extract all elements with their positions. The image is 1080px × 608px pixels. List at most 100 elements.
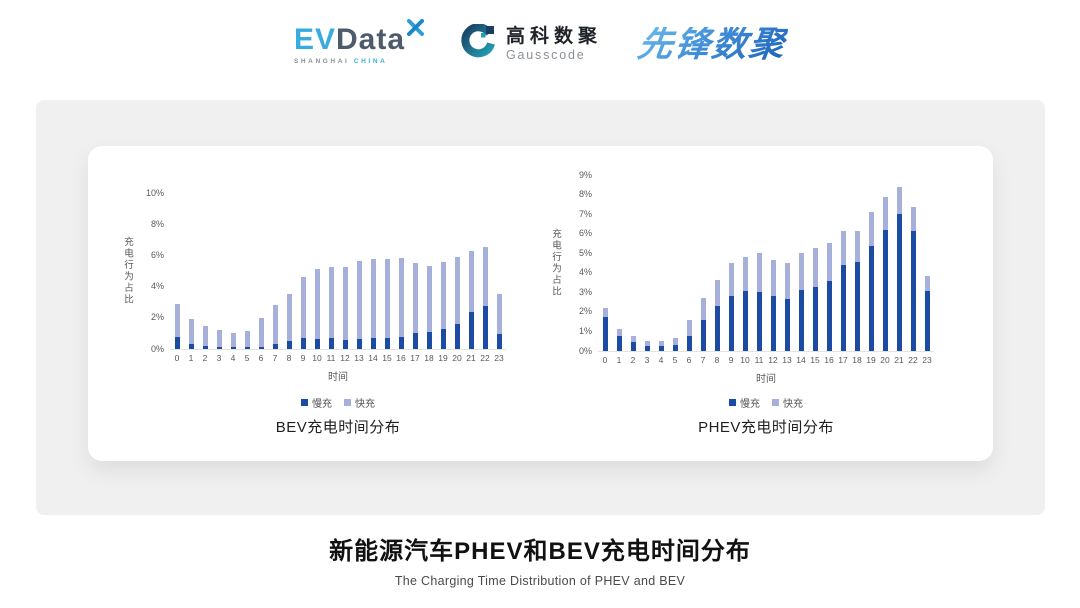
bar-segment-slow <box>686 336 692 351</box>
bar-segment-slow <box>356 338 362 349</box>
bar-slot <box>864 175 878 351</box>
stacked-bar <box>384 258 390 349</box>
bar-segment-slow <box>482 306 488 349</box>
bar-segment-fast <box>616 328 622 337</box>
stacked-bar <box>216 330 222 349</box>
bar-slot <box>710 175 724 351</box>
bar-segment-slow <box>924 291 930 351</box>
x-tick-label: 14 <box>796 355 806 365</box>
bar-segment-fast <box>882 196 888 230</box>
y-tick-label: 8% <box>578 189 592 200</box>
x-tick-label: 9 <box>728 355 734 365</box>
x-tick-label: 8 <box>286 353 292 363</box>
legend-label: 慢充 <box>312 399 332 410</box>
bar-slot <box>366 193 380 349</box>
bar-slot <box>324 193 338 349</box>
bar-segment-fast <box>924 275 930 292</box>
bar-segment-fast <box>300 277 306 339</box>
bar-segment-slow <box>644 346 650 351</box>
bar-segment-slow <box>426 331 432 349</box>
bar-slot <box>184 193 198 349</box>
bar-segment-fast <box>202 325 208 346</box>
bar-segment-slow <box>258 346 264 349</box>
bar-segment-slow <box>770 296 776 351</box>
evdata-shanghai-text: SHANGHAI <box>293 57 350 65</box>
bar-segment-fast <box>412 263 418 334</box>
legend-swatch-icon <box>301 399 308 406</box>
x-tick-label: 2 <box>630 355 636 365</box>
bar-slot <box>626 175 640 351</box>
bar-segment-slow <box>412 333 418 349</box>
stacked-bar <box>328 267 334 349</box>
x-tick-label: 12 <box>768 355 778 365</box>
evdata-data-text: Data <box>335 22 406 56</box>
y-tick-label: 4% <box>578 267 592 278</box>
y-axis-title: 充电行为占比 <box>122 236 133 306</box>
y-axis-title: 充电行为占比 <box>550 228 561 298</box>
x-tick-label: 19 <box>866 355 876 365</box>
x-tick-label: 14 <box>368 353 378 363</box>
bar-segment-fast <box>896 186 902 215</box>
bar-segment-slow <box>826 280 832 351</box>
y-tick-label: 6% <box>578 228 592 239</box>
bar-slot <box>612 175 626 351</box>
x-tick-label: 12 <box>340 353 350 363</box>
bar-slot <box>478 193 492 349</box>
stacked-bar <box>924 275 930 351</box>
bar-segment-slow <box>896 214 902 351</box>
stacked-bar <box>356 260 362 349</box>
legend-swatch-icon <box>344 399 351 406</box>
gausscode-text: 高科数聚 Gausscode <box>506 26 602 62</box>
legend-swatch-icon <box>772 399 779 406</box>
stacked-bar <box>300 277 306 349</box>
bar-segment-fast <box>258 317 264 347</box>
bar-segment-slow <box>854 262 860 351</box>
bar-segment-fast <box>482 246 488 307</box>
bar-segment-fast <box>398 257 404 337</box>
bar-segment-fast <box>714 279 720 306</box>
bar-slot <box>892 175 906 351</box>
bar-segment-slow <box>658 346 664 351</box>
bar-segment-fast <box>188 319 194 344</box>
bar-segment-fast <box>370 258 376 339</box>
bar-segment-fast <box>840 230 846 265</box>
x-tick-label: 17 <box>410 353 420 363</box>
bar-segment-slow <box>784 299 790 351</box>
bar-slot <box>394 193 408 349</box>
stacked-bar <box>272 305 278 349</box>
y-tick-label: 4% <box>150 281 164 292</box>
bar-segment-slow <box>370 338 376 349</box>
bar-segment-fast <box>910 207 916 231</box>
x-tick-label: 1 <box>188 353 194 363</box>
stacked-bar <box>202 325 208 349</box>
x-tick-label: 16 <box>396 353 406 363</box>
stacked-bar <box>686 319 692 351</box>
bar-slot <box>668 175 682 351</box>
x-tick-label: 18 <box>424 353 434 363</box>
bar-segment-fast <box>384 258 390 339</box>
x-tick-row: 0 1 2 3 4 5 6 7 8 9 10 11 12 13 14 15 16 17 18 19 20 21 22 23 <box>598 355 934 366</box>
bar-segment-fast <box>672 338 678 346</box>
legend-item-slow: 慢充 <box>301 395 332 410</box>
x-tick-label: 6 <box>686 355 692 365</box>
stacked-bar <box>742 257 748 351</box>
bar-segment-slow <box>216 347 222 349</box>
bar-segment-slow <box>314 338 320 349</box>
evdata-china-text: CHINA <box>353 57 388 65</box>
bar-segment-slow <box>384 338 390 349</box>
bar-slot <box>296 193 310 349</box>
bar-segment-fast <box>440 261 446 329</box>
stacked-bar <box>244 331 250 349</box>
bar-slot <box>310 193 324 349</box>
x-tick-label: 23 <box>494 353 504 363</box>
bar-slot <box>408 193 422 349</box>
bar-segment-slow <box>700 319 706 351</box>
chart-title: PHEV充电时间分布 <box>698 419 834 436</box>
bar-slot <box>380 193 394 349</box>
x-tick-label: 17 <box>838 355 848 365</box>
bar-segment-slow <box>342 339 348 349</box>
phev-chart: 0% 1% 2% 3% 4% 5% 6% 7% 8% 9% 充电行为占比 0 1 2 3 4 5 6 7 8 9 10 11… <box>88 146 993 461</box>
bar-slot <box>766 175 780 351</box>
x-tick-label: 22 <box>908 355 918 365</box>
x-tick-label: 23 <box>922 355 932 365</box>
